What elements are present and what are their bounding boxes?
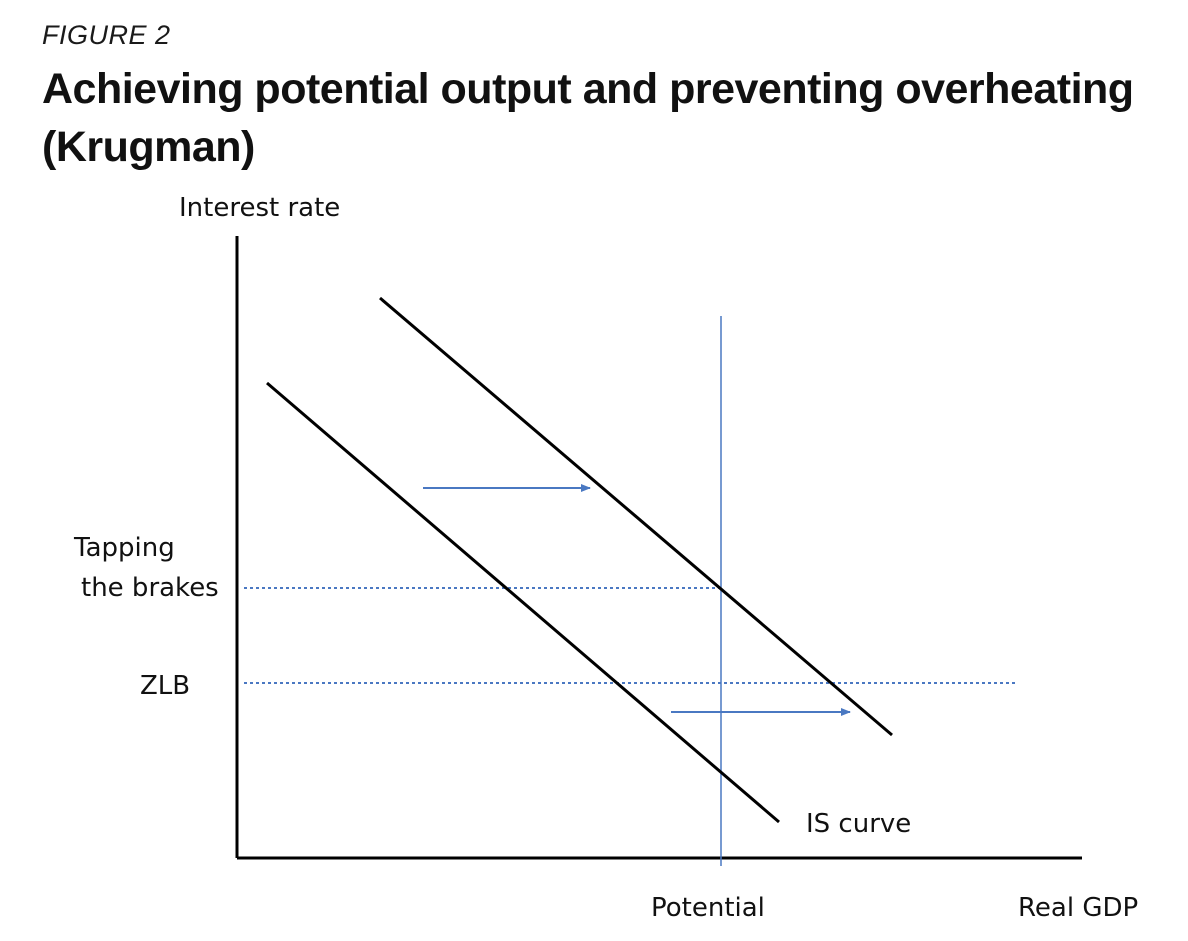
y-axis-label: Interest rate <box>179 193 340 223</box>
is-curve-shifted <box>379 296 893 737</box>
zlb-label: ZLB <box>140 671 190 701</box>
is-curve-label: IS curve <box>806 809 911 839</box>
is-curve-original <box>266 381 780 824</box>
x-axis-label: Real GDP <box>1018 893 1138 923</box>
figure-label: FIGURE 2 <box>42 20 171 50</box>
tapping-brakes-label-line1: Tapping <box>73 533 175 563</box>
figure-title: Achieving potential output and preventin… <box>42 65 1134 171</box>
tapping-brakes-label-line2: the brakes <box>81 573 219 603</box>
potential-label: Potential <box>651 893 765 923</box>
